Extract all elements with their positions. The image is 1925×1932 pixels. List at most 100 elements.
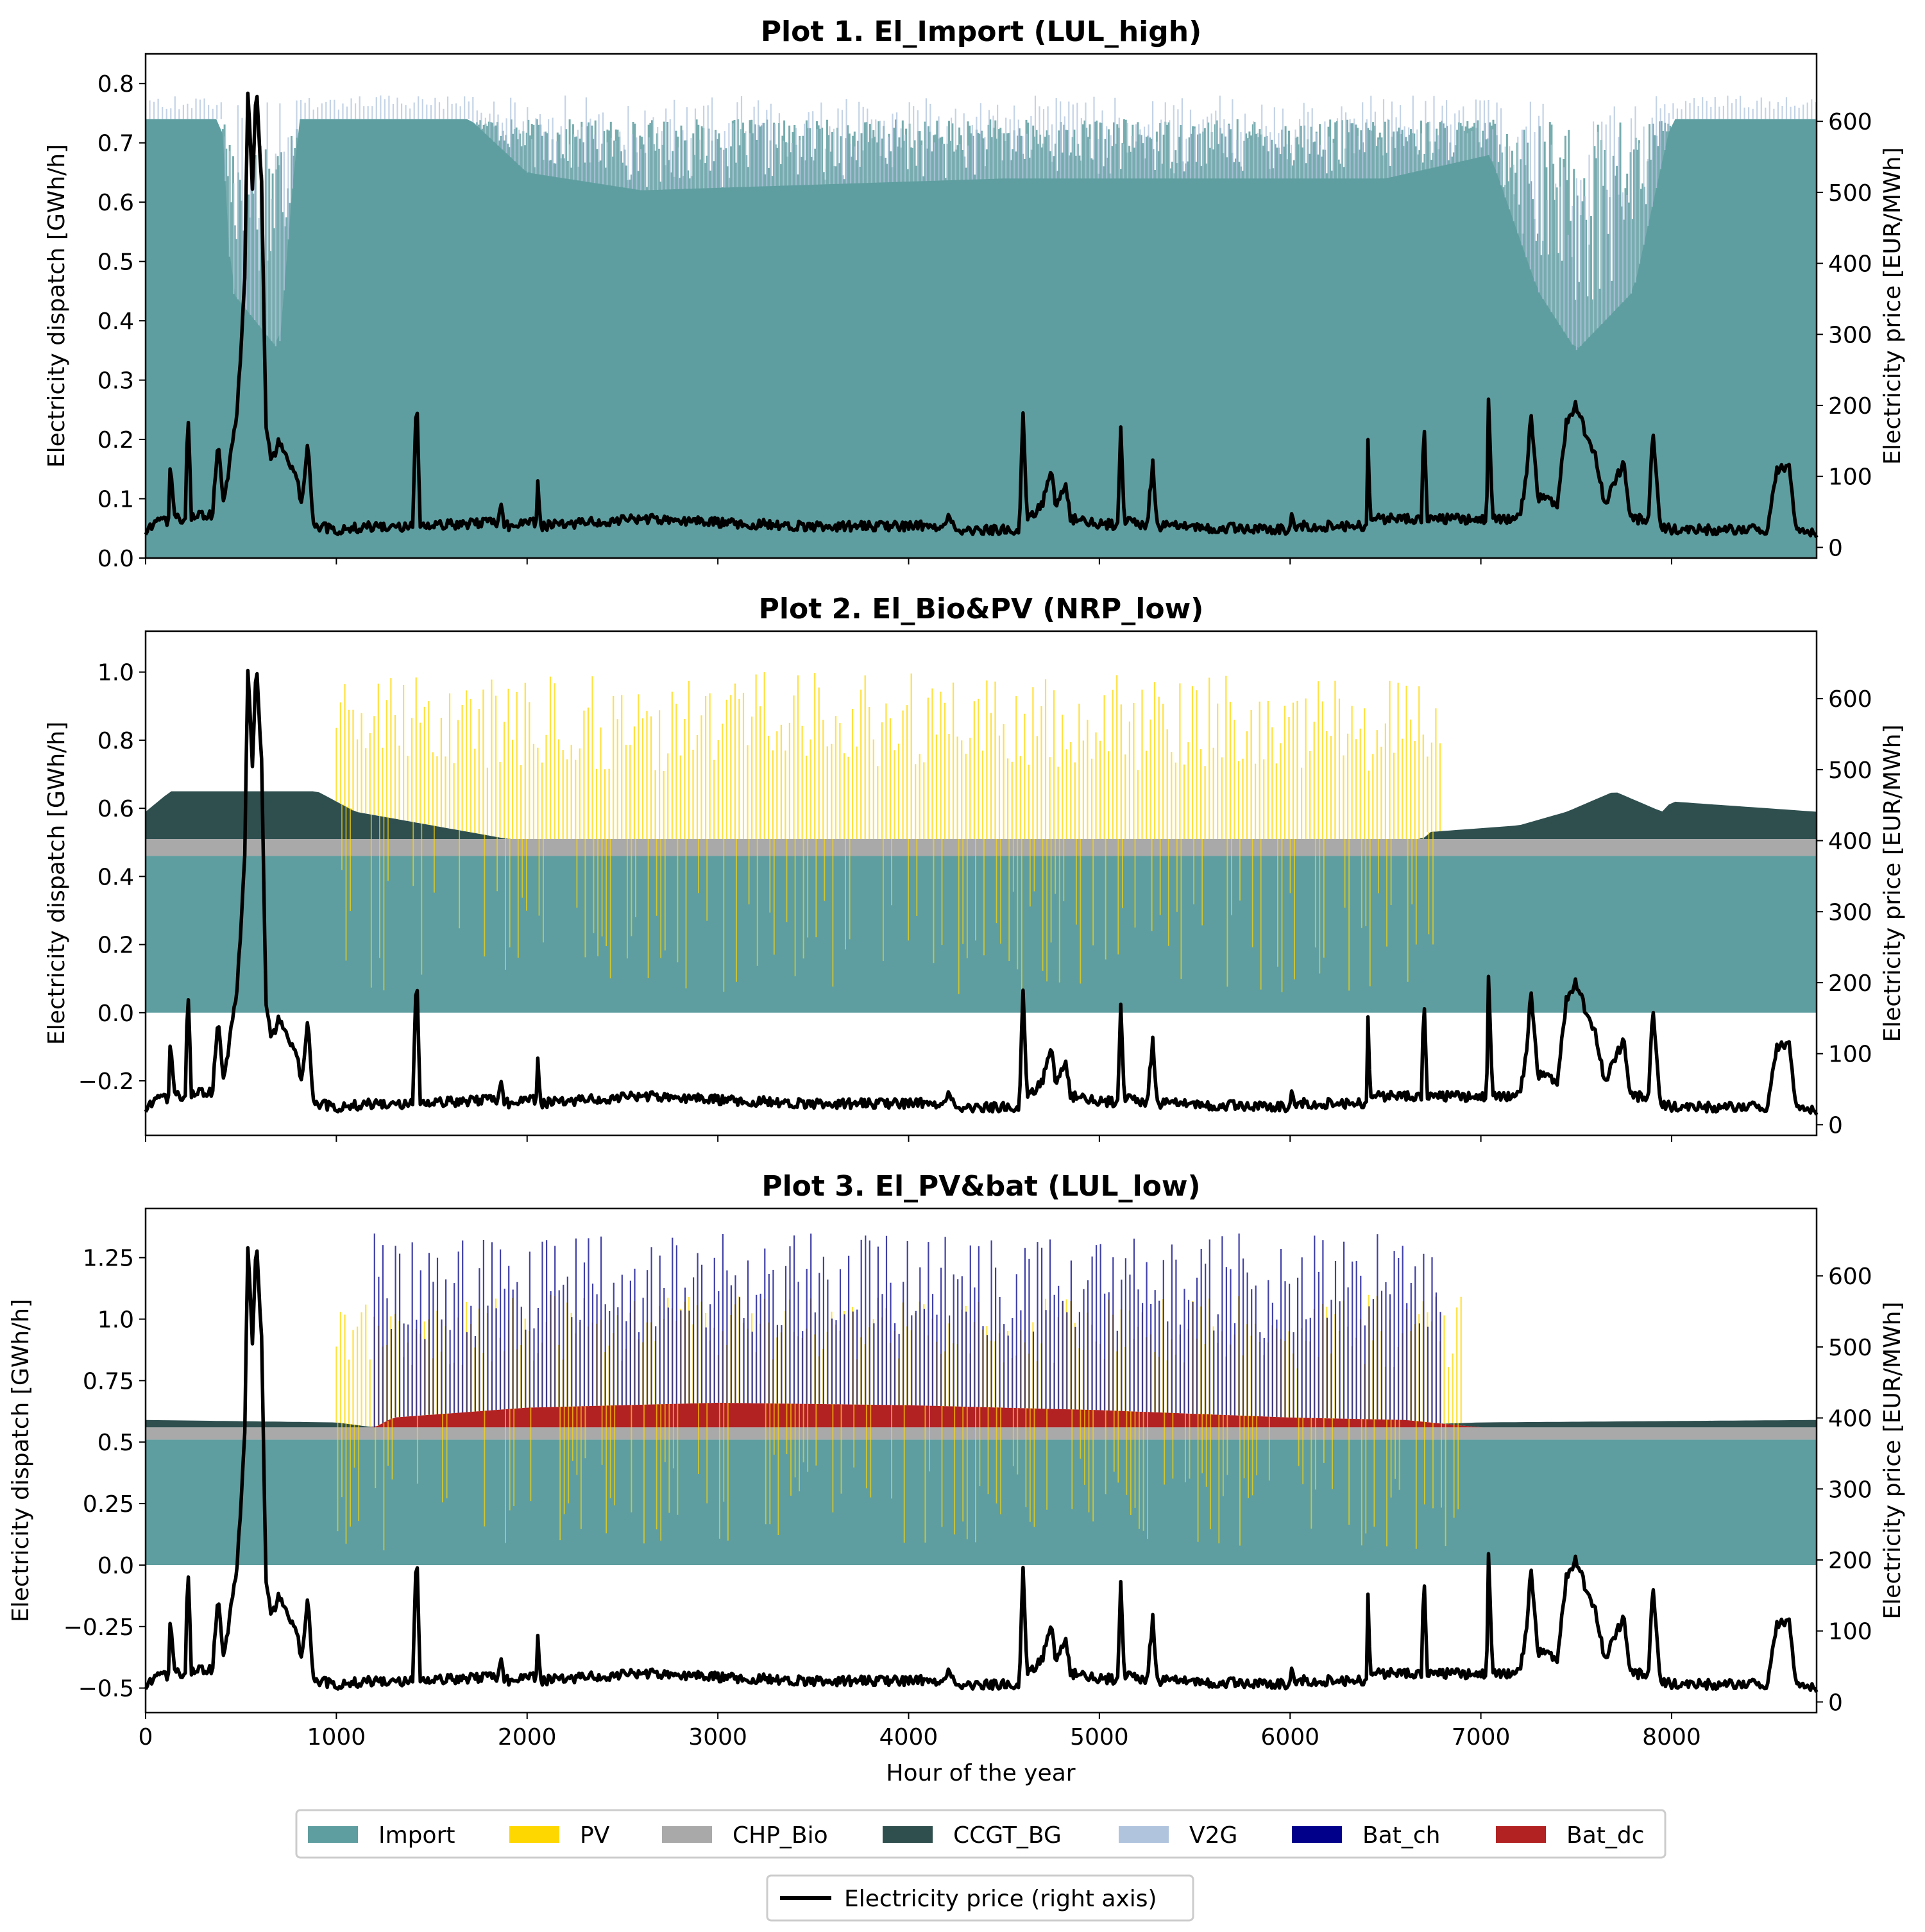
legend-swatch [1496, 1826, 1546, 1843]
area-ccgt-bg [146, 1402, 1817, 1428]
y-tick-label: 0.6 [98, 190, 134, 216]
y-right-tick-label: 400 [1828, 251, 1872, 278]
plot-frame [144, 1207, 1818, 1714]
y-axis-label: Electricity dispatch [GWh/h] [8, 1299, 34, 1622]
y-axis-label: Electricity dispatch [GWh/h] [44, 722, 70, 1045]
legend-swatch [1292, 1826, 1342, 1843]
x-tick-label: 6000 [1260, 1724, 1319, 1750]
x-tick-label: 0 [139, 1724, 153, 1750]
panel-title: Plot 3. El_PV&bat (LUL_low) [761, 1170, 1200, 1203]
x-tick-label: 4000 [879, 1724, 938, 1750]
area-chp-bio [146, 1427, 1817, 1440]
y-right-tick-label: 300 [1828, 1477, 1872, 1503]
y-tick-label: 0.75 [83, 1368, 134, 1394]
y-tick-label: 0.1 [98, 487, 134, 513]
y-tick-label: 1.25 [83, 1246, 134, 1272]
legend-swatch [883, 1826, 933, 1843]
panel-title: Plot 1. El_Import (LUL_high) [761, 15, 1201, 48]
legend-label: CCGT_BG [953, 1822, 1062, 1849]
y-right-axis-label: Electricity price [EUR/MWh] [1879, 147, 1906, 464]
y-right-tick-label: 600 [1828, 109, 1872, 135]
y-right-tick-label: 300 [1828, 322, 1872, 348]
y-right-tick-label: 400 [1828, 1406, 1872, 1432]
y-tick-label: −0.5 [78, 1676, 134, 1702]
y-right-tick-label: 200 [1828, 970, 1872, 997]
y-right-tick-label: 0 [1828, 1690, 1843, 1716]
y-right-tick-label: 100 [1828, 1042, 1872, 1068]
area-import [146, 856, 1817, 1013]
x-tick-label: 3000 [688, 1724, 747, 1750]
panel-1: Plot 1. El_Import (LUL_high) 0.0 0.1 0.2 0.3… [44, 15, 1906, 572]
spikes-pv-down [341, 804, 1434, 995]
x-tick-label: 1000 [307, 1724, 366, 1750]
legend-item-v2g: V2G [1119, 1822, 1237, 1849]
y-tick-label: 0.7 [98, 131, 134, 157]
x-tick-label: 8000 [1642, 1724, 1701, 1750]
y-tick-label: 0.0 [98, 1001, 134, 1027]
price-line [144, 91, 1819, 539]
y-right-tick-label: 600 [1828, 686, 1872, 713]
area-ccgt-bg [146, 791, 1817, 839]
y-tick-label: −0.25 [64, 1614, 134, 1641]
y-right-tick-label: 500 [1828, 180, 1872, 207]
plot-frame [144, 630, 1818, 1137]
x-axis-label: Hour of the year [886, 1760, 1075, 1786]
y-right-axis-label: Electricity price [EUR/MWh] [1879, 724, 1906, 1042]
y-right-tick-label: 400 [1828, 829, 1872, 855]
y-right-tick-label: 500 [1828, 758, 1872, 784]
area-import [146, 1439, 1817, 1565]
legend-swatch [509, 1826, 559, 1843]
panel-2: Plot 2. El_Bio&PV (NRP_low) −0.2 0.0 0.2 0.4… [44, 593, 1906, 1142]
panel-3: Plot 3. El_PV&bat (LUL_low) −0.5 −0.25 0.0 0… [8, 1170, 1906, 1750]
y-right-tick-label: 100 [1828, 464, 1872, 491]
price-line [144, 668, 1819, 1116]
panel-title: Plot 2. El_Bio&PV (NRP_low) [759, 593, 1204, 625]
y-tick-label: 0.0 [98, 546, 134, 572]
area-chp-bio [146, 839, 1817, 856]
y-right-tick-label: 100 [1828, 1619, 1872, 1645]
y-tick-label: 1.0 [98, 660, 134, 686]
y-tick-label: 0.6 [98, 796, 134, 822]
x-tick-label: 5000 [1070, 1724, 1129, 1750]
y-tick-label: −0.2 [78, 1069, 134, 1095]
y-tick-label: 0.25 [83, 1491, 134, 1518]
y-right-tick-label: 500 [1828, 1335, 1872, 1361]
legend-main: Import PV CHP_Bio CCGT_BG V2G Bat_ch Bat_dc [295, 1809, 1666, 1859]
y-tick-label: 0.2 [98, 933, 134, 959]
legend-item-import: Import [308, 1822, 455, 1849]
y-right-tick-label: 600 [1828, 1264, 1872, 1290]
y-right-tick-label: 200 [1828, 393, 1872, 419]
legend-price-label: Electricity price (right axis) [844, 1886, 1157, 1912]
y-right-tick-label: 0 [1828, 1112, 1843, 1139]
y-tick-label: 0.8 [98, 728, 134, 754]
spikes-pv-down [337, 1402, 1459, 1550]
legend-price: Electricity price (right axis) [766, 1874, 1194, 1922]
legend-label: CHP_Bio [733, 1822, 828, 1849]
y-tick-label: 0.8 [98, 71, 134, 97]
x-tick-label: 2000 [498, 1724, 557, 1750]
legend-label: PV [580, 1822, 610, 1849]
y-tick-label: 0.4 [98, 309, 134, 335]
y-tick-label: 0.3 [98, 368, 134, 394]
y-tick-label: 0.4 [98, 864, 134, 890]
y-tick-label: 0.5 [98, 1430, 134, 1456]
plot-frame [144, 53, 1818, 559]
y-tick-label: 0.2 [98, 427, 134, 453]
legend-label: V2G [1189, 1822, 1237, 1849]
y-tick-label: 0.5 [98, 250, 134, 276]
spikes-pv [335, 672, 1441, 839]
y-tick-label: 1.0 [98, 1307, 134, 1334]
legend-item-pv: PV [509, 1822, 610, 1849]
legend-swatch [1119, 1826, 1169, 1843]
legend-item-chp-bio: CHP_Bio [662, 1822, 828, 1849]
spikes-bat-ch [373, 1233, 1441, 1428]
legend-item-ccgt-bg: CCGT_BG [883, 1822, 1062, 1849]
price-line [144, 1246, 1819, 1693]
y-right-tick-label: 200 [1828, 1548, 1872, 1574]
legend-label: Import [378, 1822, 455, 1849]
y-right-tick-label: 300 [1828, 899, 1872, 926]
legend-label: Bat_ch [1362, 1822, 1440, 1849]
legend-item-bat-ch: Bat_ch [1292, 1822, 1440, 1849]
legend-price-frame [766, 1874, 1194, 1922]
